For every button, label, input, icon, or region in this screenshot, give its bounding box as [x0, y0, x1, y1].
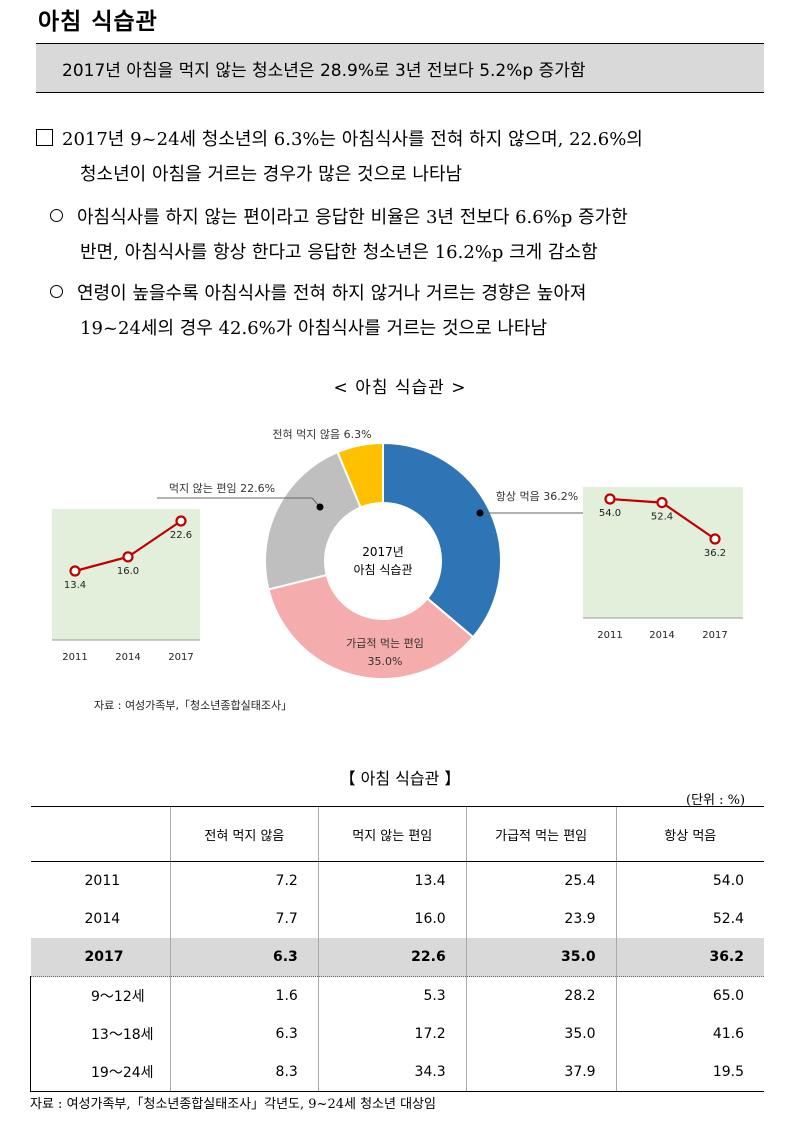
- slice-try-to-eat: [267, 573, 475, 680]
- table-header: 먹지 않는 편임: [317, 806, 467, 862]
- right-mini-point: [709, 533, 721, 545]
- label-not-much: 먹지 않는 편임 22.6%: [169, 482, 275, 495]
- table-cell: 17.2: [317, 1015, 467, 1053]
- table-cell: 13.4: [317, 861, 467, 900]
- table-header: 항상 먹음: [615, 806, 764, 862]
- table-title: 【 아침 식습관 】: [339, 769, 461, 788]
- sub-bullet-1: 아침식사를 하지 않는 편이라고 응답한 비율은 3년 전보다 6.6%p 증가…: [50, 200, 628, 270]
- main-bullet-line2: 청소년이 아침을 거르는 경우가 많은 것으로 나타남: [80, 164, 463, 185]
- table-header: 가급적 먹는 편임: [465, 806, 617, 862]
- right-mini-data-label: 36.2: [704, 548, 726, 559]
- left-mini-point: [122, 551, 134, 563]
- label-try-to-eat-value: 35.0%: [368, 655, 403, 668]
- table-cell: 16.0: [317, 900, 467, 938]
- table-row: 2014 7.7 16.0 23.9 52.4: [31, 900, 764, 938]
- table-cell: 23.9: [465, 900, 617, 938]
- table-header: 전혀 먹지 않음: [169, 806, 319, 862]
- table-row-highlight: 2017 6.3 22.6 35.0 36.2: [30, 938, 764, 977]
- breakfast-table: 전혀 먹지 않음 먹지 않는 편임 가급적 먹는 편임 항상 먹음 2011 7…: [30, 806, 764, 1092]
- chart-source: 자료 : 여성가족부,「청소년종합실태조사」: [94, 699, 293, 712]
- table-cell: 22.6: [317, 938, 467, 977]
- sub-bullet-2-line1: 연령이 높을수록 아침식사를 전혀 하지 않거나 거르는 경향은 높아져: [77, 283, 587, 304]
- slice-not-much: [264, 450, 362, 591]
- main-bullet: 2017년 9~24세 청소년의 6.3%는 아침식사를 전혀 하지 않으며, …: [36, 122, 643, 192]
- right-mini-tick-label: 2011: [597, 630, 622, 641]
- headline-box: [36, 43, 764, 93]
- label-try-to-eat-name: 가급적 먹는 편임: [346, 637, 424, 650]
- table-row: 9～12세 1.6 5.3 28.2 65.0: [30, 976, 764, 1015]
- table-header-row: 전혀 먹지 않음 먹지 않는 편임 가급적 먹는 편임 항상 먹음: [30, 806, 764, 862]
- table-row: 2011 7.2 13.4 25.4 54.0: [31, 861, 764, 900]
- left-mini-chart: 13.4 2011 16.0 2014 22.6 2017: [62, 515, 194, 663]
- slice-never-eat: [336, 441, 384, 509]
- right-mini-tick-label: 2014: [649, 630, 674, 641]
- right-mini-point: [604, 493, 616, 505]
- slice-always-eat: [382, 441, 502, 639]
- table-cell: 65.0: [615, 976, 764, 1015]
- table-cell: 5.3: [317, 976, 467, 1015]
- sub-bullet-2-line2: 19~24세의 경우 42.6%가 아침식사를 거르는 것으로 나타남: [80, 318, 548, 339]
- label-never-eat: 전혀 먹지 않음 6.3%: [272, 428, 371, 441]
- left-mini-data-label: 22.6: [170, 530, 192, 541]
- left-mini-point: [69, 565, 81, 577]
- row-label: 9～12세: [30, 976, 171, 1015]
- row-label: 13～18세: [30, 1015, 171, 1053]
- right-mini-data-label: 52.4: [651, 512, 673, 523]
- circle-bullet-icon: [50, 209, 63, 222]
- right-mini-chart-bg: [583, 487, 743, 618]
- table-row: 13～18세 6.3 17.2 35.0 41.6: [30, 1015, 764, 1053]
- table-cell: 28.2: [465, 976, 617, 1015]
- headline: 2017년 아침을 먹지 않는 청소년은 28.9%로 3년 전보다 5.2%p…: [62, 61, 586, 81]
- sub-bullet-2: 연령이 높을수록 아침식사를 전혀 하지 않거나 거르는 경향은 높아져 19~…: [50, 276, 586, 346]
- row-label: 2017: [30, 938, 171, 977]
- donut-chart: [264, 441, 502, 680]
- left-mini-data-label: 16.0: [117, 566, 139, 577]
- table-unit: (단위 : %): [686, 793, 746, 808]
- table-cell: 52.4: [615, 900, 764, 938]
- table-row: 19～24세 8.3 34.3 37.9 19.5: [30, 1053, 764, 1092]
- table-cell: 54.0: [615, 861, 764, 900]
- left-mini-tick-label: 2014: [115, 652, 140, 663]
- table-cell: 37.9: [465, 1053, 617, 1092]
- row-label: 2011: [84, 873, 121, 889]
- table-cell: 35.0: [465, 938, 617, 977]
- table-cell: 1.6: [169, 976, 319, 1015]
- label-always-eat: 항상 먹음 36.2%: [496, 490, 578, 503]
- table-cell: 35.0: [465, 1015, 617, 1053]
- right-mini-data-label: 54.0: [599, 508, 621, 519]
- table-source: 자료 : 여성가족부,「청소년종합실태조사」각년도, 9~24세 청소년 대상임: [30, 1097, 436, 1112]
- table-cell: 6.3: [169, 1015, 319, 1053]
- left-mini-tick-label: 2011: [62, 652, 87, 663]
- leader-dot-not-much: [316, 503, 324, 511]
- main-bullet-line1: 2017년 9~24세 청소년의 6.3%는 아침식사를 전혀 하지 않으며, …: [62, 129, 643, 150]
- table-cell: 25.4: [465, 861, 617, 900]
- right-mini-tick-label: 2017: [702, 630, 727, 641]
- sub-bullet-1-line1: 아침식사를 하지 않는 편이라고 응답한 비율은 3년 전보다 6.6%p 증가…: [77, 207, 628, 228]
- left-mini-data-label: 13.4: [64, 580, 86, 591]
- donut-center-line2: 아침 식습관: [353, 563, 412, 577]
- table-cell: 41.6: [615, 1015, 764, 1053]
- row-label: 19～24세: [30, 1053, 171, 1092]
- page-title: 아침 식습관: [38, 9, 158, 35]
- right-mini-chart: 54.0 2011 52.4 2014 36.2 2017: [597, 493, 728, 641]
- table-cell: 36.2: [615, 938, 764, 977]
- left-mini-point: [175, 515, 187, 527]
- table-cell: 34.3: [317, 1053, 467, 1092]
- square-bullet-icon: [36, 129, 53, 146]
- left-mini-tick-label: 2017: [168, 652, 193, 663]
- donut-center-line1: 2017년: [362, 545, 404, 559]
- table-cell: 7.7: [169, 900, 319, 938]
- table-cell: 6.3: [169, 938, 319, 977]
- sub-bullet-1-line2: 반면, 아침식사를 항상 한다고 응답한 청소년은 16.2%p 크게 감소함: [80, 242, 598, 263]
- right-mini-point: [656, 496, 668, 509]
- chart-title: < 아침 식습관 >: [333, 378, 467, 398]
- table-cell: 19.5: [615, 1053, 764, 1092]
- table-cell: 8.3: [169, 1053, 319, 1092]
- leader-dot-always: [476, 509, 484, 517]
- circle-bullet-icon: [50, 285, 63, 298]
- table-cell: 7.2: [169, 861, 319, 900]
- table-header-corner: [30, 806, 171, 862]
- breakfast-chart: 13.4 2011 16.0 2014 22.6 2017 54.0 2011 52.4 201…: [52, 428, 743, 680]
- row-label: 2014: [84, 911, 121, 927]
